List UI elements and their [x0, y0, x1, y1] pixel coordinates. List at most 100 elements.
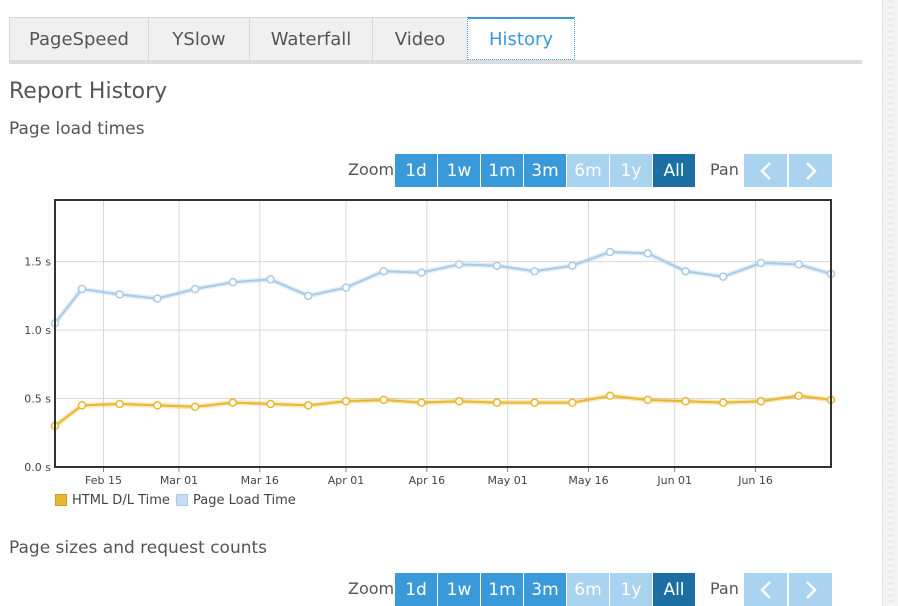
zoom-1m-button[interactable]: 1m	[481, 154, 523, 187]
data-point-page-load	[756, 258, 766, 268]
y-tick-label: 1.5 s	[24, 256, 51, 269]
pan-left-button-2[interactable]	[744, 573, 787, 606]
x-tick-label: Apr 16	[409, 474, 446, 487]
pan-right-button-2[interactable]	[789, 573, 832, 606]
x-tick-label: Apr 01	[328, 474, 365, 487]
series-line-html	[54, 394, 832, 427]
x-tick-label: Feb 15	[85, 474, 122, 487]
y-tick-label: 0.5 s	[24, 393, 51, 406]
data-point-page-load	[304, 291, 313, 301]
data-point-page-load	[605, 247, 615, 257]
data-point-html	[681, 397, 690, 406]
data-point-page-load	[77, 284, 87, 294]
x-tick-label: Jun 01	[656, 474, 692, 487]
section-title-sizes: Page sizes and request counts	[9, 538, 268, 558]
x-tick-label: May 16	[568, 474, 608, 487]
legend-label-html: HTML D/L Time	[72, 492, 170, 508]
data-point-html	[643, 395, 653, 405]
legend-swatch-page-load	[176, 494, 188, 506]
pan-left-button[interactable]	[744, 154, 787, 187]
zoom-1m-button-2[interactable]: 1m	[481, 573, 523, 606]
plot-area	[55, 200, 831, 467]
legend-item-page-load[interactable]: Page Load Time	[176, 491, 296, 509]
series-line-page-load	[54, 251, 832, 324]
tab-waterfall[interactable]: Waterfall	[249, 17, 373, 60]
zoom-3m-button[interactable]: 3m	[524, 154, 566, 187]
data-point-html	[304, 401, 313, 410]
data-point-page-load	[794, 260, 803, 269]
data-point-page-load	[153, 294, 162, 303]
data-point-html	[77, 401, 87, 410]
tab-video[interactable]: Video	[372, 17, 468, 60]
legend-item-html[interactable]: HTML D/L Time	[55, 491, 170, 509]
data-point-page-load	[341, 283, 351, 292]
data-point-html	[153, 401, 162, 410]
data-point-page-load	[681, 266, 690, 276]
zoom-3m-button-2[interactable]: 3m	[524, 573, 566, 606]
data-point-page-load	[530, 266, 539, 276]
data-point-html	[492, 398, 502, 407]
legend-swatch-html	[55, 494, 67, 506]
data-point-html	[756, 397, 766, 406]
data-point-page-load	[228, 277, 238, 287]
y-tick-label: 0.0 s	[24, 461, 51, 474]
data-point-page-load	[492, 261, 502, 270]
data-point-html	[115, 399, 124, 409]
zoom-all-button[interactable]: All	[653, 154, 695, 187]
section-title-load-times: Page load times	[9, 119, 145, 139]
pan-label: Pan	[710, 160, 739, 179]
data-point-html	[379, 395, 388, 405]
zoom-6m-button[interactable]: 6m	[567, 154, 609, 187]
data-point-page-load	[266, 275, 275, 284]
zoom-1d-button[interactable]: 1d	[395, 154, 437, 187]
zoom-1d-button-2[interactable]: 1d	[395, 573, 437, 606]
data-point-html	[718, 398, 728, 407]
x-tick-label: Jun 16	[737, 474, 773, 487]
data-point-html	[341, 397, 351, 406]
zoom-label: Zoom	[348, 160, 395, 179]
chevron-right-icon	[805, 161, 817, 180]
data-point-html	[228, 398, 238, 407]
data-point-html	[794, 391, 803, 401]
plot-border	[54, 199, 832, 468]
x-tick-label: Mar 16	[241, 474, 279, 487]
tab-bar: PageSpeed YSlow Waterfall Video History	[9, 17, 862, 64]
data-point-html	[530, 398, 539, 407]
zoom-all-button-2[interactable]: All	[653, 573, 695, 606]
data-point-page-load	[190, 284, 200, 294]
pan-right-button[interactable]	[789, 154, 832, 187]
data-point-html	[568, 398, 577, 407]
legend-label-page-load: Page Load Time	[193, 492, 296, 508]
tab-yslow[interactable]: YSlow	[148, 17, 250, 60]
y-tick-label: 1.0 s	[24, 324, 51, 337]
zoom-1y-button[interactable]: 1y	[610, 154, 652, 187]
zoom-label-2: Zoom	[348, 579, 395, 598]
data-point-html	[190, 402, 200, 412]
pan-label-2: Pan	[710, 579, 739, 598]
data-point-html	[454, 397, 464, 406]
tab-pagespeed[interactable]: PageSpeed	[9, 17, 149, 60]
data-point-html	[605, 391, 615, 401]
zoom-1w-button[interactable]: 1w	[438, 154, 480, 187]
zoom-6m-button-2[interactable]: 6m	[567, 573, 609, 606]
data-point-page-load	[568, 261, 577, 270]
zoom-1w-button-2[interactable]: 1w	[438, 573, 480, 606]
scrollbar[interactable]	[882, 0, 898, 606]
data-point-page-load	[115, 290, 124, 299]
data-point-page-load	[643, 249, 653, 258]
data-point-html	[417, 398, 426, 407]
data-point-page-load	[718, 272, 728, 281]
chevron-right-icon	[805, 580, 817, 599]
data-point-page-load	[417, 268, 426, 277]
data-point-html	[266, 399, 275, 409]
page-title: Report History	[9, 79, 168, 104]
data-point-page-load	[454, 260, 464, 269]
data-point-page-load	[379, 266, 388, 276]
tab-history[interactable]: History	[467, 17, 575, 60]
load-times-chart: 0.0 s 0.5 s 1.0 s 1.5 s Feb 15 Mar 01 Mar 16 Ap…	[24, 199, 836, 487]
x-tick-label: May 01	[488, 474, 528, 487]
chevron-left-icon	[759, 580, 771, 599]
chevron-left-icon	[759, 161, 771, 180]
x-tick-label: Mar 01	[160, 474, 198, 487]
zoom-1y-button-2[interactable]: 1y	[610, 573, 652, 606]
